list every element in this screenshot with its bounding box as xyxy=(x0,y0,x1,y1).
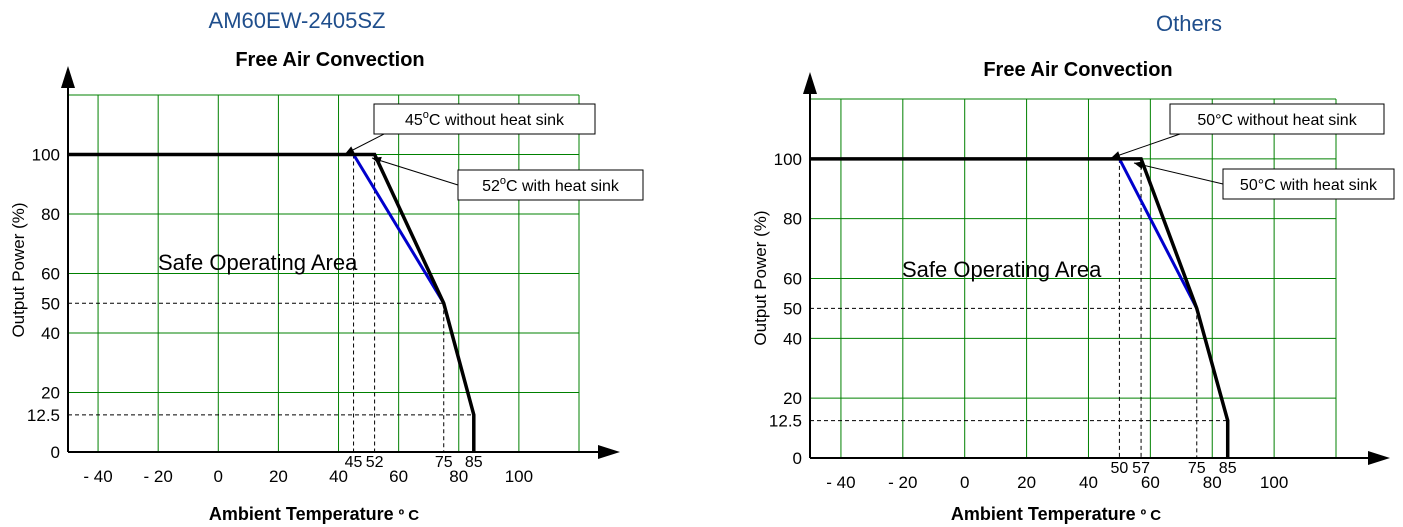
callout-box xyxy=(373,103,596,135)
y-tick-label: 20 xyxy=(41,384,60,403)
y-tick-label: 50 xyxy=(41,294,60,313)
y-tick-label: 60 xyxy=(783,270,802,289)
x-axis-unit: º C xyxy=(399,507,420,524)
callout-arrowhead xyxy=(1111,151,1121,159)
x-tick-label: - 20 xyxy=(144,467,173,486)
callout-box xyxy=(1222,168,1395,200)
y-tick-label: 40 xyxy=(41,324,60,343)
callout-label: 45oC without heat sink xyxy=(405,109,565,129)
callout-arrowhead xyxy=(345,146,355,154)
x-tick-label: 80 xyxy=(449,467,468,486)
y-tick-label: 80 xyxy=(41,205,60,224)
x-tick-label: 60 xyxy=(1141,473,1160,492)
x-axis-title-text: Ambient Temperature xyxy=(951,504,1141,524)
callout-box xyxy=(1169,103,1385,135)
x-tick-label: 80 xyxy=(1203,473,1222,492)
callout-label: 50°C with heat sink xyxy=(1240,177,1378,194)
y-axis-arrow xyxy=(803,72,817,94)
y-tick-label: 20 xyxy=(783,389,802,408)
x-mark-label: 75 xyxy=(435,454,453,471)
x-tick-label: 100 xyxy=(1260,473,1288,492)
x-tick-label: 100 xyxy=(505,467,533,486)
x-mark-label: 75 xyxy=(1188,460,1206,477)
callout-leader xyxy=(371,157,459,186)
y-axis-title: Output Power (%) xyxy=(751,210,770,345)
derating-line-without-heat-sink xyxy=(810,157,1230,458)
x-axis-unit: º C xyxy=(1141,507,1162,524)
y-axis-title: Output Power (%) xyxy=(9,202,28,337)
x-tick-label: 0 xyxy=(960,473,969,492)
callout-leader xyxy=(1133,162,1224,185)
x-tick-label: - 40 xyxy=(83,467,112,486)
x-axis-arrow xyxy=(1368,451,1390,465)
x-tick-label: 60 xyxy=(389,467,408,486)
y-tick-label: 100 xyxy=(774,150,802,169)
y-tick-label: 12.5 xyxy=(27,406,60,425)
chart-title: Free Air Convection xyxy=(983,59,1172,81)
x-mark-label: 52 xyxy=(366,454,384,471)
derating-line-with-heat-sink xyxy=(1118,158,1199,310)
y-tick-label: 50 xyxy=(783,299,802,318)
callout-arrowhead xyxy=(1134,161,1144,169)
x-tick-label: 20 xyxy=(269,467,288,486)
callout-leader xyxy=(1110,133,1181,159)
x-axis-title-text: Ambient Temperature xyxy=(209,504,399,524)
x-tick-label: 40 xyxy=(329,467,348,486)
derating-line-without-heat-sink xyxy=(68,152,476,452)
x-mark-label: 45 xyxy=(345,454,363,471)
y-tick-label: 12.5 xyxy=(769,412,802,431)
area-label: Safe Operating Area xyxy=(158,250,358,275)
derating-line-with-heat-sink xyxy=(352,153,446,305)
x-tick-label: 20 xyxy=(1017,473,1036,492)
x-mark-label: 50 xyxy=(1111,460,1129,477)
callout-arrowhead xyxy=(372,156,382,165)
y-tick-label: 80 xyxy=(783,210,802,229)
y-tick-label: 60 xyxy=(41,265,60,284)
y-tick-label: 100 xyxy=(32,146,60,165)
x-axis-arrow xyxy=(598,445,620,459)
x-tick-label: 0 xyxy=(214,467,223,486)
x-axis-title: Ambient Temperature º C xyxy=(951,504,1161,524)
callout-label: 52oC with heat sink xyxy=(482,175,620,195)
y-axis-arrow xyxy=(61,66,75,88)
chart-am60ew: - 40 - 20 0 20 40 60 80 100 45 52 75 85 0 12.5 20 40 50 6… xyxy=(9,8,644,524)
y-tick-label: 0 xyxy=(51,443,60,462)
y-tick-label: 40 xyxy=(783,329,802,348)
x-tick-label: - 40 xyxy=(826,473,855,492)
x-axis-title: Ambient Temperature º C xyxy=(209,504,419,524)
series-label: AM60EW-2405SZ xyxy=(209,8,386,33)
callout-label: 50°C without heat sink xyxy=(1197,112,1357,129)
x-mark-label: 85 xyxy=(465,454,483,471)
x-tick-label: - 20 xyxy=(888,473,917,492)
x-mark-label: 57 xyxy=(1132,460,1150,477)
y-tick-label: 0 xyxy=(793,449,802,468)
x-tick-label: 40 xyxy=(1079,473,1098,492)
chart-title: Free Air Convection xyxy=(235,49,424,71)
callout-box xyxy=(457,169,644,201)
series-label: Others xyxy=(1156,11,1222,36)
area-label: Safe Operating Area xyxy=(902,257,1102,282)
x-mark-label: 85 xyxy=(1219,460,1237,477)
